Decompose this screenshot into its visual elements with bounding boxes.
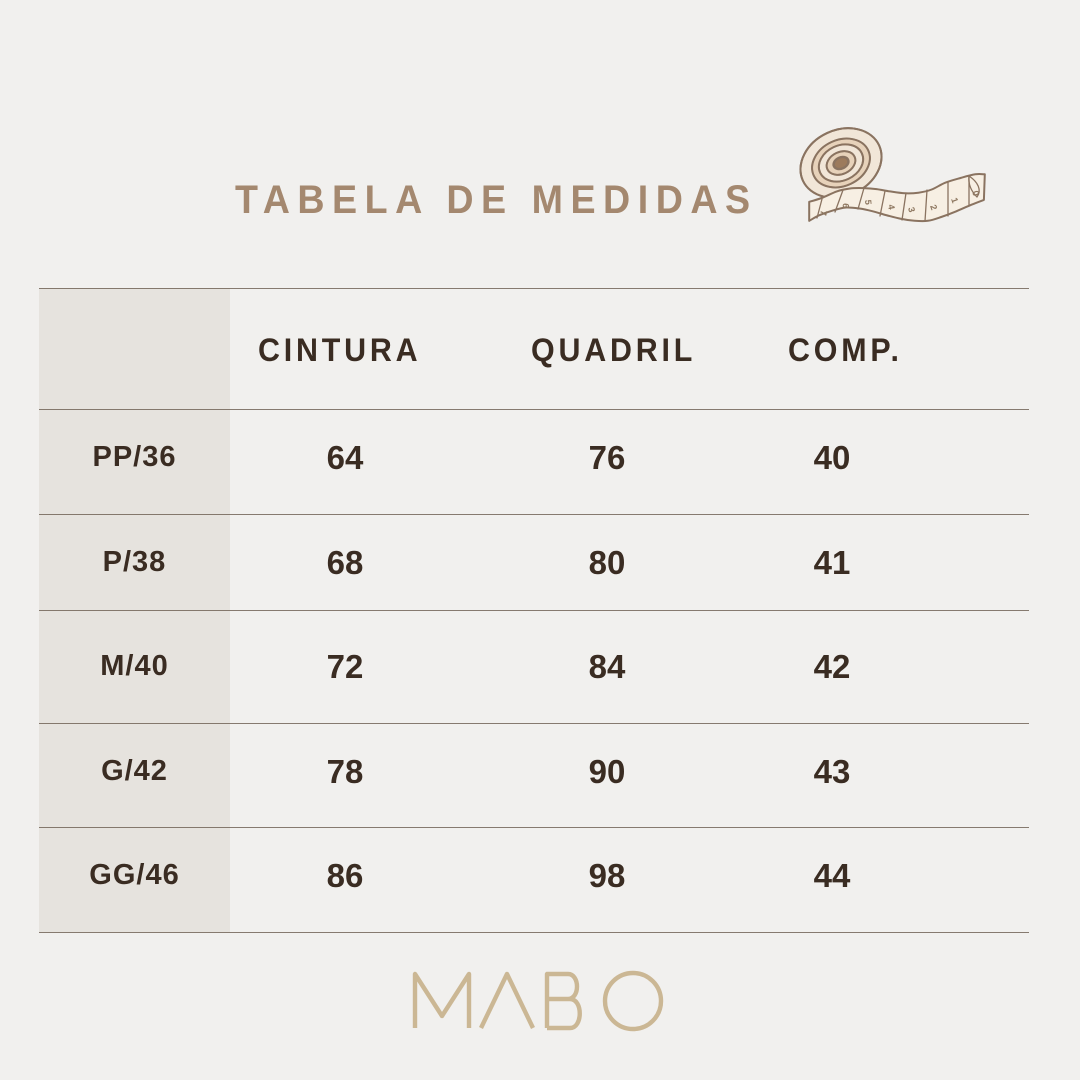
svg-text:5: 5 xyxy=(863,199,873,205)
svg-text:6: 6 xyxy=(841,203,851,209)
